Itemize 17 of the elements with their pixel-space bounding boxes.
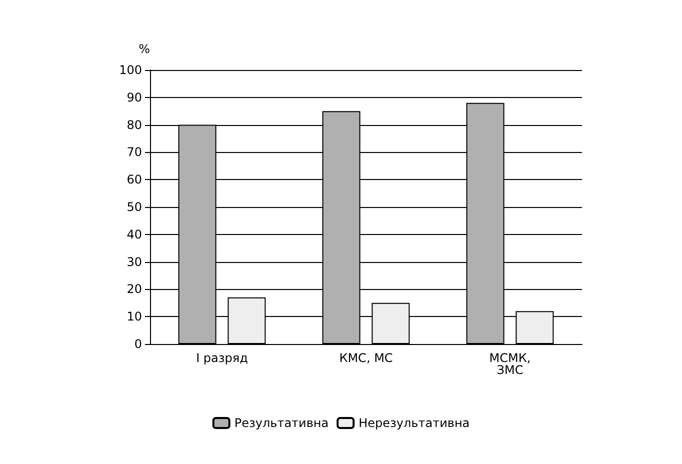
y-tick-label: 0 (134, 337, 142, 351)
y-axis-title: % (138, 42, 150, 56)
y-tick-label: 60 (126, 172, 142, 187)
y-tick-label: 50 (126, 200, 142, 214)
y-tick-label: 40 (126, 227, 142, 242)
y-tick-label: 20 (126, 282, 142, 296)
y-tick-label: 10 (126, 310, 142, 324)
y-tick-label: 70 (126, 145, 142, 160)
x-tick-label: КМС, МС (339, 351, 393, 365)
y-tick-label: 90 (126, 90, 142, 104)
y-tick-label: 30 (126, 254, 142, 269)
y-tick-label: 100 (119, 63, 142, 77)
x-tick-label: I разряд (196, 351, 248, 365)
x-tick-label: МСМК, ЗМС (489, 351, 531, 377)
legend-label: Результативна (234, 416, 329, 430)
legend-label: Нерезультативна (358, 416, 470, 430)
y-tick-label: 80 (126, 118, 142, 132)
